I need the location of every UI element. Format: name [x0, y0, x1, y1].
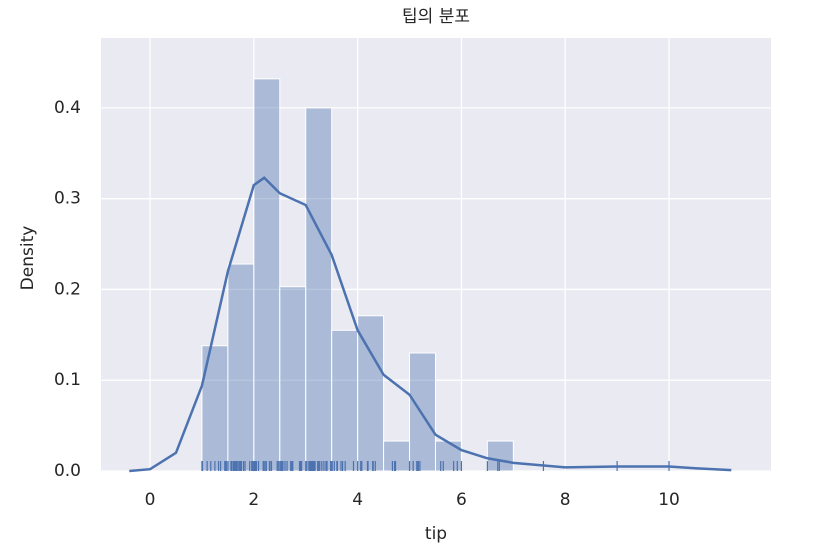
x-tick-label: 6: [456, 490, 467, 510]
bar: [486, 440, 514, 472]
kde-line: [129, 176, 732, 473]
y-tick-label: 0.4: [54, 98, 81, 118]
bar: [409, 352, 436, 472]
bar: [305, 107, 333, 472]
x-tick-label: 10: [658, 490, 680, 510]
x-tick-label: 8: [560, 490, 571, 510]
x-tick-label: 0: [145, 490, 156, 510]
plot-background: [101, 38, 771, 471]
x-tick-label: 2: [248, 490, 259, 510]
chart-title: 팁의 분포: [402, 7, 470, 27]
x-tick-label: 4: [352, 490, 363, 510]
x-axis-label: tip: [425, 524, 447, 544]
y-tick-label: 0.1: [54, 370, 81, 390]
bar: [279, 286, 307, 472]
y-tick-label: 0.2: [54, 279, 81, 299]
bar: [253, 78, 281, 472]
y-tick-label: 0.3: [54, 189, 81, 209]
bar: [383, 440, 411, 472]
bar: [227, 263, 255, 472]
bar: [357, 315, 385, 472]
y-axis-label: Density: [18, 226, 38, 291]
bar: [331, 329, 359, 472]
y-tick-label: 0.0: [54, 461, 81, 481]
